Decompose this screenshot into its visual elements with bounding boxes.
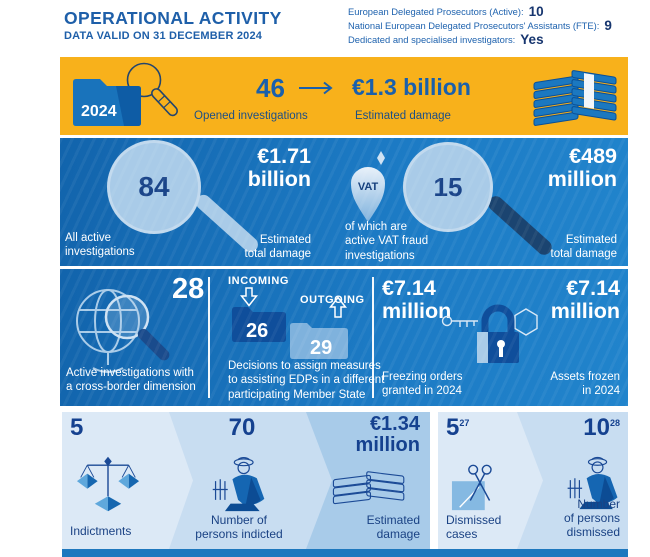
cross-border-band: 28 Active investigations with a cross-bo… (60, 269, 628, 406)
incoming-folder-icon: 26 (232, 307, 286, 342)
stat-edp-assistants-value: 9 (604, 18, 612, 33)
incoming-value: 26 (246, 320, 268, 342)
folder-2024-icon: 2024 (73, 62, 179, 126)
judicial-band: 5 Indictments 70 Number of persons indic… (62, 412, 628, 549)
decisions-caption: Decisions to assign measures to assistin… (228, 360, 385, 401)
persons-dismissed-label: Number of persons dismissed (563, 497, 620, 540)
frozen-label: Assets frozen in 2024 (550, 371, 620, 398)
vat-damage: €489 million (547, 144, 617, 191)
person-indicted-icon (212, 456, 265, 512)
page-subtitle: DATA VALID ON 31 DECEMBER 2024 (64, 30, 263, 42)
indictments-value: 5 (70, 414, 84, 441)
stat-investigators: Dedicated and specialised investigators:… (348, 32, 544, 47)
incoming-arrow-icon (240, 287, 258, 307)
outgoing-label: OUTGOING (300, 294, 365, 306)
freezing-label: Freezing orders granted in 2024 (382, 371, 463, 398)
footnote-27: 27 (459, 418, 470, 428)
indictments-label: Indictments (70, 524, 132, 538)
active-investigations-band: 84 All active investigations €1.71 billi… (60, 138, 628, 266)
opened-damage-label: Estimated damage (355, 110, 451, 122)
opened-investigations-band: 2024 46 Opened investigations €1.3 billi… (60, 57, 628, 135)
scissors-icon (451, 464, 492, 511)
dismissed-cases-value: 527 (446, 414, 470, 441)
segment-dismissed-cases-bg (438, 412, 543, 549)
stat-edp-active: European Delegated Prosecutors (Active):… (348, 4, 544, 19)
vat-badge-label: VAT (358, 181, 379, 193)
magnifier-icon: 84 (107, 140, 201, 234)
persons-indicted-value: 70 (228, 414, 256, 441)
active-count-label: All active investigations (65, 232, 135, 259)
crossborder-count: 28 (172, 273, 205, 305)
crossborder-count-label: Active investigations with a cross-borde… (66, 367, 196, 394)
key-icon (441, 315, 478, 327)
footnote-28: 28 (609, 418, 620, 428)
globe-icon (76, 289, 170, 373)
section-divider-bar (62, 549, 628, 557)
page-title: OPERATIONAL ACTIVITY (64, 8, 282, 28)
stat-edp-active-value: 10 (528, 4, 544, 19)
vat-count-label: of which are active VAT fraud investigat… (345, 221, 429, 262)
outgoing-arrow-icon (329, 296, 347, 318)
person-dismissed-icon (567, 456, 618, 510)
vat-icon: VAT (351, 151, 385, 222)
active-damage-label: Estimated total damage (244, 234, 312, 261)
stat-edp-assistants: National European Delegated Prosecutors'… (348, 18, 612, 33)
opened-count: 46 (256, 73, 285, 103)
active-count: 84 (138, 171, 170, 202)
padlock-icon (441, 304, 538, 363)
hexagon-icon (514, 308, 538, 336)
persons-dismissed-value: 1028 (583, 414, 620, 441)
money-stack-icon (533, 70, 617, 126)
persons-indicted-label: Number of persons indicted (195, 513, 283, 542)
vat-damage-label: Estimated total damage (550, 234, 618, 261)
outgoing-value: 29 (310, 337, 332, 359)
divider (208, 277, 210, 398)
estimated-damage-label: Estimated damage (366, 513, 420, 542)
vat-count: 15 (433, 171, 463, 202)
opened-damage: €1.3 billion (352, 74, 471, 100)
opened-count-label: Opened investigations (194, 110, 308, 122)
stat-investigators-value: Yes (520, 32, 544, 47)
scales-icon (76, 456, 140, 512)
frozen-value: €7.14 million (550, 276, 620, 323)
estimated-damage-value: €1.34 million (355, 413, 420, 457)
freezing-value: €7.14 million (382, 276, 452, 323)
dismissed-cases-label: Dismissed cases (446, 513, 502, 542)
folder-year-label: 2024 (81, 103, 117, 120)
divider (372, 277, 374, 398)
header-stats: European Delegated Prosecutors (Active):… (348, 5, 633, 47)
vat-magnifier-icon: 15 (403, 142, 493, 232)
active-damage: €1.71 billion (247, 144, 311, 191)
arrow-right-icon (299, 81, 333, 95)
incoming-label: INCOMING (228, 275, 290, 287)
outgoing-folder-icon: 29 (290, 323, 348, 359)
magnifier-handle-dark (485, 193, 555, 258)
money-outline-icon (332, 471, 405, 505)
